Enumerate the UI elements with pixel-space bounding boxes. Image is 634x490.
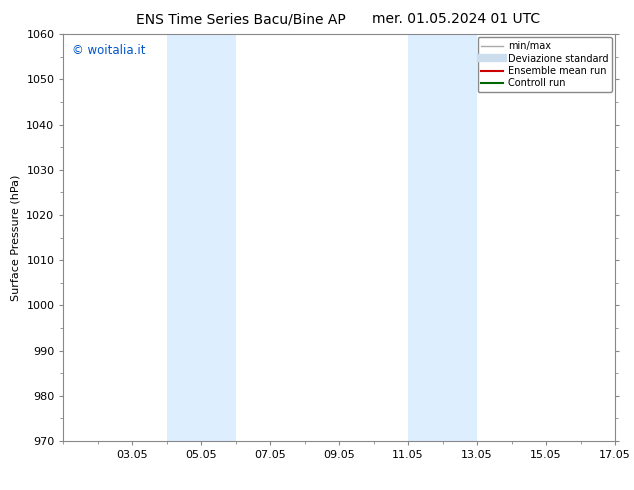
- Y-axis label: Surface Pressure (hPa): Surface Pressure (hPa): [11, 174, 21, 301]
- Text: mer. 01.05.2024 01 UTC: mer. 01.05.2024 01 UTC: [372, 12, 541, 26]
- Text: © woitalia.it: © woitalia.it: [72, 45, 145, 57]
- Bar: [167, 34, 236, 441]
- Bar: [408, 34, 477, 441]
- Legend: min/max, Deviazione standard, Ensemble mean run, Controll run: min/max, Deviazione standard, Ensemble m…: [477, 37, 612, 92]
- Text: ENS Time Series Bacu/Bine AP: ENS Time Series Bacu/Bine AP: [136, 12, 346, 26]
